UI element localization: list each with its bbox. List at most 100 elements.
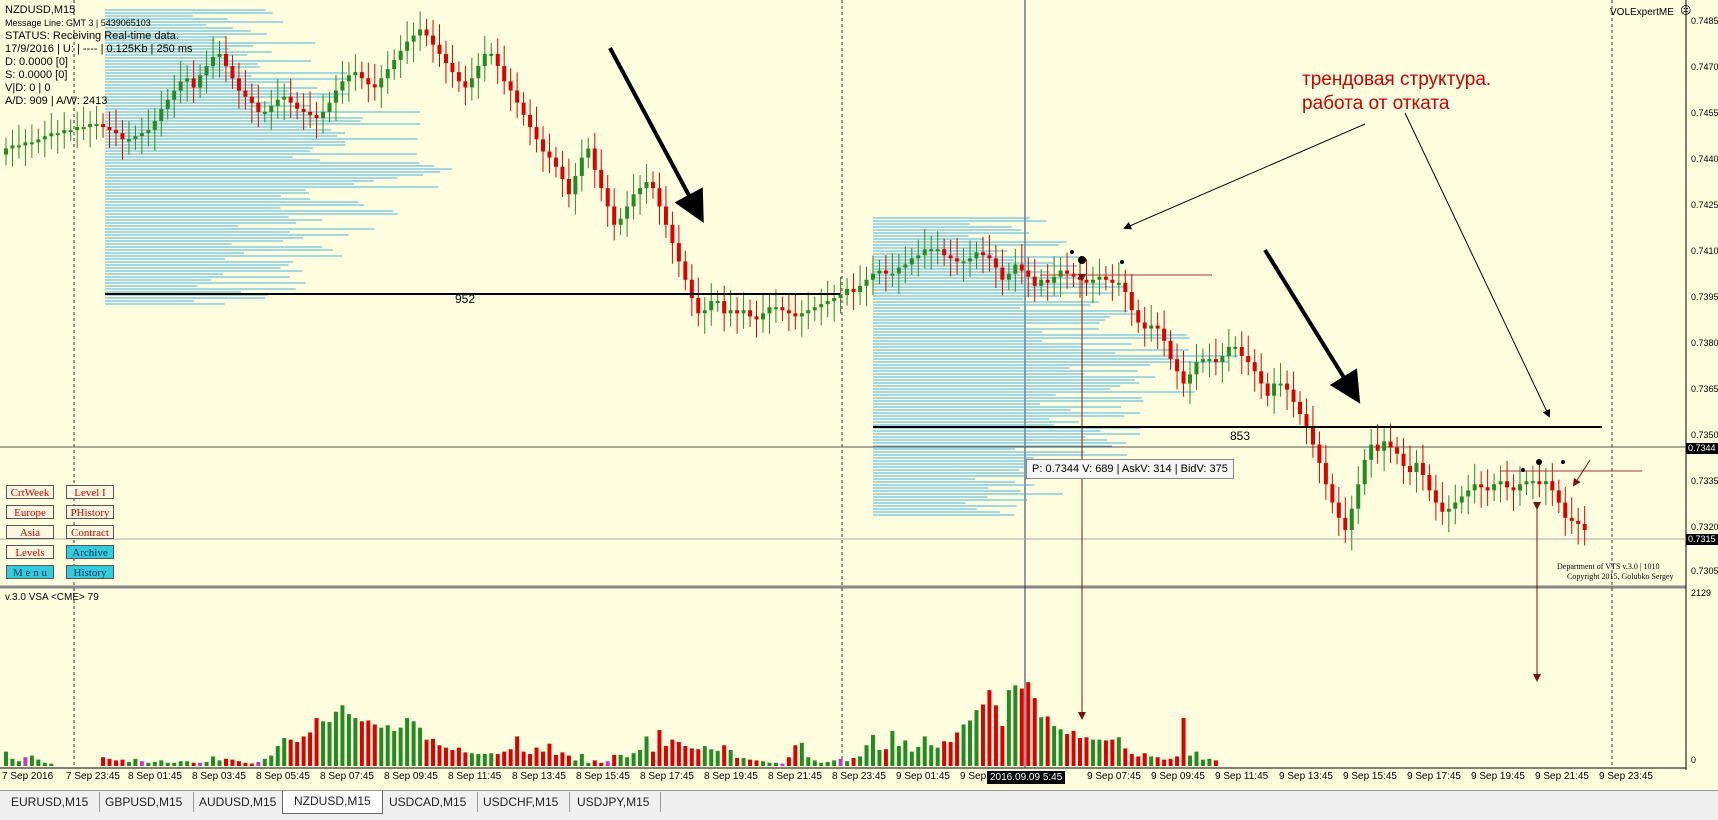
candle-body [49, 133, 54, 137]
level1-button[interactable]: Level I [66, 485, 114, 499]
chart-canvas[interactable] [0, 0, 1718, 790]
archive-button[interactable]: Archive [66, 545, 114, 559]
tab-audusd[interactable]: AUDUSD,M15 [188, 792, 289, 812]
volume-bar [113, 760, 118, 766]
volume-bar [547, 743, 552, 766]
indicator-close-icon[interactable]: ☹ [1680, 5, 1692, 17]
candle-body [651, 182, 655, 189]
signal-dot [1120, 260, 1124, 264]
candle-body [1349, 508, 1354, 531]
volume-bar [935, 747, 940, 766]
chart-area[interactable]: NZDUSD,M15 Message Line: GMT 3 | 5439065… [0, 0, 1718, 790]
candle-body [780, 307, 785, 311]
volume-bar [288, 739, 293, 766]
volume-bar [314, 718, 319, 766]
volume-bar [10, 758, 15, 766]
volume-bar [832, 760, 837, 766]
volume-bar [204, 762, 209, 766]
volume-bar [469, 753, 474, 766]
candle-body [172, 90, 177, 100]
volume-bar [107, 758, 112, 766]
volume-bar [773, 762, 778, 766]
candle-body [1407, 465, 1412, 473]
candle-body [696, 298, 701, 314]
tab-usdjpy[interactable]: USDJPY,M15 [566, 792, 662, 812]
candle-body [592, 148, 597, 170]
volume-bar [398, 727, 403, 766]
candle-body [230, 66, 235, 79]
tab-gbpusd[interactable]: GBPUSD,M15 [94, 792, 195, 812]
volume-bar [1026, 682, 1031, 766]
candle-body [405, 41, 410, 51]
candle-body [825, 301, 830, 305]
crtweek-button[interactable]: CrtWeek [6, 485, 54, 499]
volume-bar [165, 762, 170, 766]
chart-grid [0, 0, 1687, 770]
volume-bar [560, 752, 565, 766]
tab-eurusd[interactable]: EURUSD,M15 [0, 792, 101, 812]
candle-body [663, 206, 668, 225]
volume-bar [1084, 737, 1089, 766]
europe-button[interactable]: Europe [6, 505, 54, 519]
candle-body [10, 145, 15, 149]
message-line: Message Line: GMT 3 | 5439065103 [5, 18, 151, 28]
candle-body [670, 224, 675, 244]
contract-button[interactable]: Contract [66, 525, 114, 539]
candle-body [929, 249, 934, 252]
signal-dot [1521, 468, 1525, 472]
annotation-line2: работа от отката [1302, 93, 1450, 114]
candle-body [851, 288, 856, 292]
history-button[interactable]: History [66, 565, 114, 579]
candle-body [806, 310, 811, 314]
volume-bar [806, 757, 811, 766]
chart-overlay [105, 47, 1642, 720]
volume-bar [1039, 717, 1044, 766]
candle-body [62, 130, 67, 134]
price-axis-label: 0.7470 [1691, 62, 1718, 72]
candle-body [333, 90, 338, 103]
menu-button[interactable]: M e n u [6, 565, 54, 579]
candle-body [968, 258, 973, 262]
phistory-button[interactable]: PHistory [66, 505, 114, 519]
candle-body [463, 81, 468, 88]
volume-bar [870, 734, 875, 766]
volume-bar [133, 758, 138, 766]
volume-bar [858, 756, 863, 766]
candle-body [146, 130, 151, 134]
candle-body [1155, 325, 1160, 329]
tab-usdchf[interactable]: USDCHF,M15 [472, 792, 571, 812]
candle-body [1472, 484, 1477, 491]
volume-bar [1090, 739, 1095, 766]
volume-bar [689, 748, 694, 766]
tab-usdcad[interactable]: USDCAD,M15 [378, 792, 479, 812]
asia-button[interactable]: Asia [6, 525, 54, 539]
volume-bar [793, 745, 798, 766]
candle-body [980, 252, 985, 256]
volume-bar [36, 759, 41, 766]
candle-body [1485, 487, 1490, 491]
poc-label-2: 853 [1230, 429, 1251, 443]
symbol-label: NZDUSD,M15 [5, 4, 76, 16]
candle-body [1530, 481, 1535, 484]
volume-bar [392, 730, 397, 766]
candle-body [864, 279, 869, 286]
price-axis-label: 0.7410 [1691, 246, 1718, 256]
candle-body [68, 130, 73, 133]
candle-body [644, 182, 649, 189]
candle-body [870, 273, 875, 280]
volume-profile [105, 9, 1238, 516]
candle-body [385, 69, 390, 79]
ad-line: A/D: 909 | A/W: 2413 [5, 95, 108, 107]
candle-body [1239, 346, 1244, 357]
volume-bar [372, 724, 377, 766]
tab-nzdusd[interactable]: NZDUSD,M15 [282, 791, 383, 814]
volume-bar [256, 762, 261, 766]
levels-button[interactable]: Levels [6, 545, 54, 559]
volume-bar [1207, 758, 1212, 766]
candle-body [418, 29, 423, 36]
time-axis-label: 7 Sep 23:45 [66, 771, 120, 782]
signal-dot [1536, 459, 1542, 465]
candle-body [909, 258, 914, 265]
candle-body [793, 313, 798, 317]
candle-body [1226, 346, 1231, 357]
